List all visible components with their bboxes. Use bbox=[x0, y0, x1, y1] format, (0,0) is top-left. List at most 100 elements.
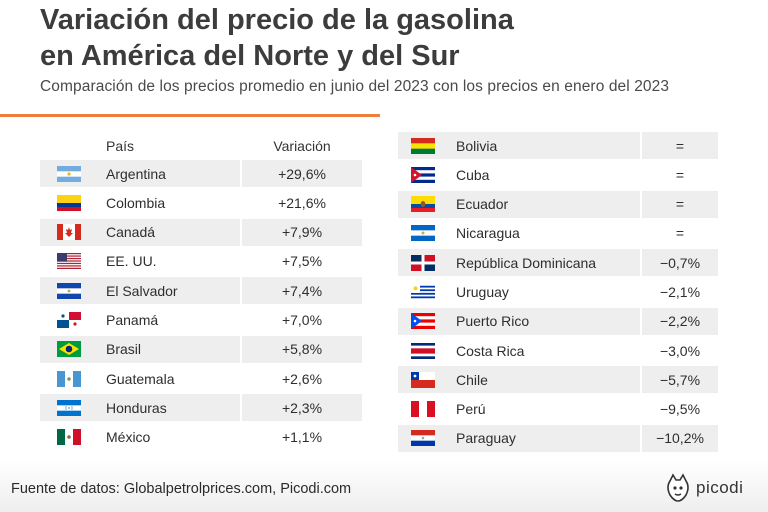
country-name: Puerto Rico bbox=[448, 307, 640, 335]
table-row: Canadá +7,9% bbox=[40, 218, 362, 246]
variation-value: +21,6% bbox=[240, 189, 362, 217]
variation-value: +29,6% bbox=[240, 160, 362, 187]
country-name: Panamá bbox=[106, 311, 159, 328]
peru-flag bbox=[411, 401, 435, 418]
country-name: Nicaragua bbox=[456, 225, 520, 242]
country-name: Uruguay bbox=[456, 283, 509, 300]
colombia-flag-cell bbox=[40, 189, 98, 216]
variation-value: +7,9% bbox=[240, 218, 362, 246]
variation-value: −10,2% bbox=[640, 424, 718, 452]
bolivia-flag bbox=[411, 137, 435, 154]
nicaragua-flag bbox=[411, 225, 435, 242]
usa-flag bbox=[57, 253, 81, 270]
table-row: Colombia +21,6% bbox=[40, 189, 362, 217]
dominican-republic-flag bbox=[411, 254, 435, 271]
costa-rica-flag-cell bbox=[398, 337, 448, 364]
guatemala-flag-cell bbox=[40, 365, 98, 392]
variation-value: +7,0% bbox=[240, 306, 362, 334]
picodi-logo: picodi bbox=[664, 472, 760, 504]
variation-value: = bbox=[640, 190, 718, 218]
table-row: Guatemala +2,6% bbox=[40, 365, 362, 393]
variation-value: +7,4% bbox=[240, 277, 362, 305]
variation-value: +2,3% bbox=[240, 394, 362, 422]
mexico-flag bbox=[57, 429, 81, 446]
country-name: Bolivia bbox=[448, 132, 640, 159]
country-name: Brasil bbox=[98, 335, 240, 363]
footer-bar bbox=[0, 460, 768, 512]
variation-value: −2,1% bbox=[640, 278, 718, 306]
column-header-country: País bbox=[106, 138, 135, 154]
table-row: Nicaragua = bbox=[398, 219, 718, 247]
mexico-flag-cell bbox=[40, 424, 98, 451]
picodi-mascot-icon bbox=[667, 473, 689, 502]
cuba-flag-cell bbox=[398, 161, 448, 188]
country-name: México bbox=[106, 429, 151, 446]
honduras-flag-cell bbox=[40, 394, 98, 422]
country-name: Guatemala bbox=[106, 370, 175, 387]
variation-value: −9,5% bbox=[640, 395, 718, 423]
table-row: Honduras +2,3% bbox=[40, 394, 362, 422]
table-row: Argentina +29,6% bbox=[40, 160, 362, 187]
brazil-flag bbox=[57, 341, 81, 358]
table-row: Uruguay −2,1% bbox=[398, 278, 718, 306]
ecuador-flag-cell bbox=[398, 190, 448, 218]
country-name: Ecuador bbox=[448, 190, 640, 218]
column-header-variation: Variación bbox=[273, 138, 331, 154]
honduras-flag bbox=[57, 399, 81, 416]
country-name: Paraguay bbox=[448, 424, 640, 452]
table-row: Costa Rica −3,0% bbox=[398, 337, 718, 365]
table-row: EE. UU. +7,5% bbox=[40, 247, 362, 275]
chile-flag-cell bbox=[398, 366, 448, 394]
el-salvador-flag-cell bbox=[40, 277, 98, 305]
table-row: Chile −5,7% bbox=[398, 366, 718, 394]
table-row: Perú −9,5% bbox=[398, 395, 718, 423]
country-name: Honduras bbox=[98, 394, 240, 422]
country-name: EE. UU. bbox=[106, 253, 157, 270]
country-name: República Dominicana bbox=[448, 249, 640, 277]
paraguay-flag-cell bbox=[398, 424, 448, 452]
peru-flag-cell bbox=[398, 396, 448, 423]
data-source: Fuente de datos: Globalpetrolprices.com,… bbox=[11, 481, 352, 497]
variation-value: = bbox=[640, 161, 718, 189]
variation-value: −2,2% bbox=[640, 307, 718, 335]
table-row: El Salvador +7,4% bbox=[40, 277, 362, 305]
country-name: Colombia bbox=[106, 194, 166, 211]
variation-value: −3,0% bbox=[640, 337, 718, 365]
country-name: Costa Rica bbox=[456, 342, 525, 359]
uruguay-flag bbox=[411, 283, 435, 300]
table-row: Cuba = bbox=[398, 161, 718, 189]
usa-flag-cell bbox=[40, 248, 98, 275]
variation-value: +5,8% bbox=[240, 335, 362, 363]
table-row: República Dominicana −0,7% bbox=[398, 249, 718, 277]
variation-value: +1,1% bbox=[240, 423, 362, 451]
table-row: Ecuador = bbox=[398, 190, 718, 218]
left-table: País Variación Argentina +29,6% Colombia +2… bbox=[40, 132, 362, 453]
paraguay-flag bbox=[411, 430, 435, 447]
table-row: Puerto Rico −2,2% bbox=[398, 307, 718, 335]
country-name: Canadá bbox=[98, 218, 240, 246]
chart-title: Variación del precio de la gasolina en A… bbox=[40, 2, 740, 74]
argentina-flag bbox=[57, 165, 81, 182]
chile-flag bbox=[411, 371, 435, 388]
panama-flag bbox=[57, 311, 81, 328]
guatemala-flag bbox=[57, 370, 81, 387]
chart-subtitle: Comparación de los precios promedio en j… bbox=[40, 78, 670, 95]
right-table: Bolivia = Cuba = Ecuador = Nicaragua = República… bbox=[398, 132, 718, 454]
argentina-flag-cell bbox=[40, 160, 98, 187]
title-line-1: Variación del precio de la gasolina bbox=[40, 4, 514, 36]
country-name: Chile bbox=[448, 366, 640, 394]
ecuador-flag bbox=[411, 196, 435, 213]
table-row: Paraguay −10,2% bbox=[398, 424, 718, 452]
country-name: Perú bbox=[456, 401, 486, 418]
cuba-flag bbox=[411, 166, 435, 183]
table-row: Bolivia = bbox=[398, 132, 718, 159]
costa-rica-flag bbox=[411, 342, 435, 359]
uruguay-flag-cell bbox=[398, 278, 448, 305]
variation-value: = bbox=[640, 219, 718, 247]
title-line-2: en América del Norte y del Sur bbox=[40, 40, 460, 72]
country-name: El Salvador bbox=[98, 277, 240, 305]
left-rows: Argentina +29,6% Colombia +21,6% Canadá +7,9%… bbox=[40, 160, 362, 451]
puerto-rico-flag-cell bbox=[398, 307, 448, 335]
variation-value: −0,7% bbox=[640, 249, 718, 277]
nicaragua-flag-cell bbox=[398, 220, 448, 247]
